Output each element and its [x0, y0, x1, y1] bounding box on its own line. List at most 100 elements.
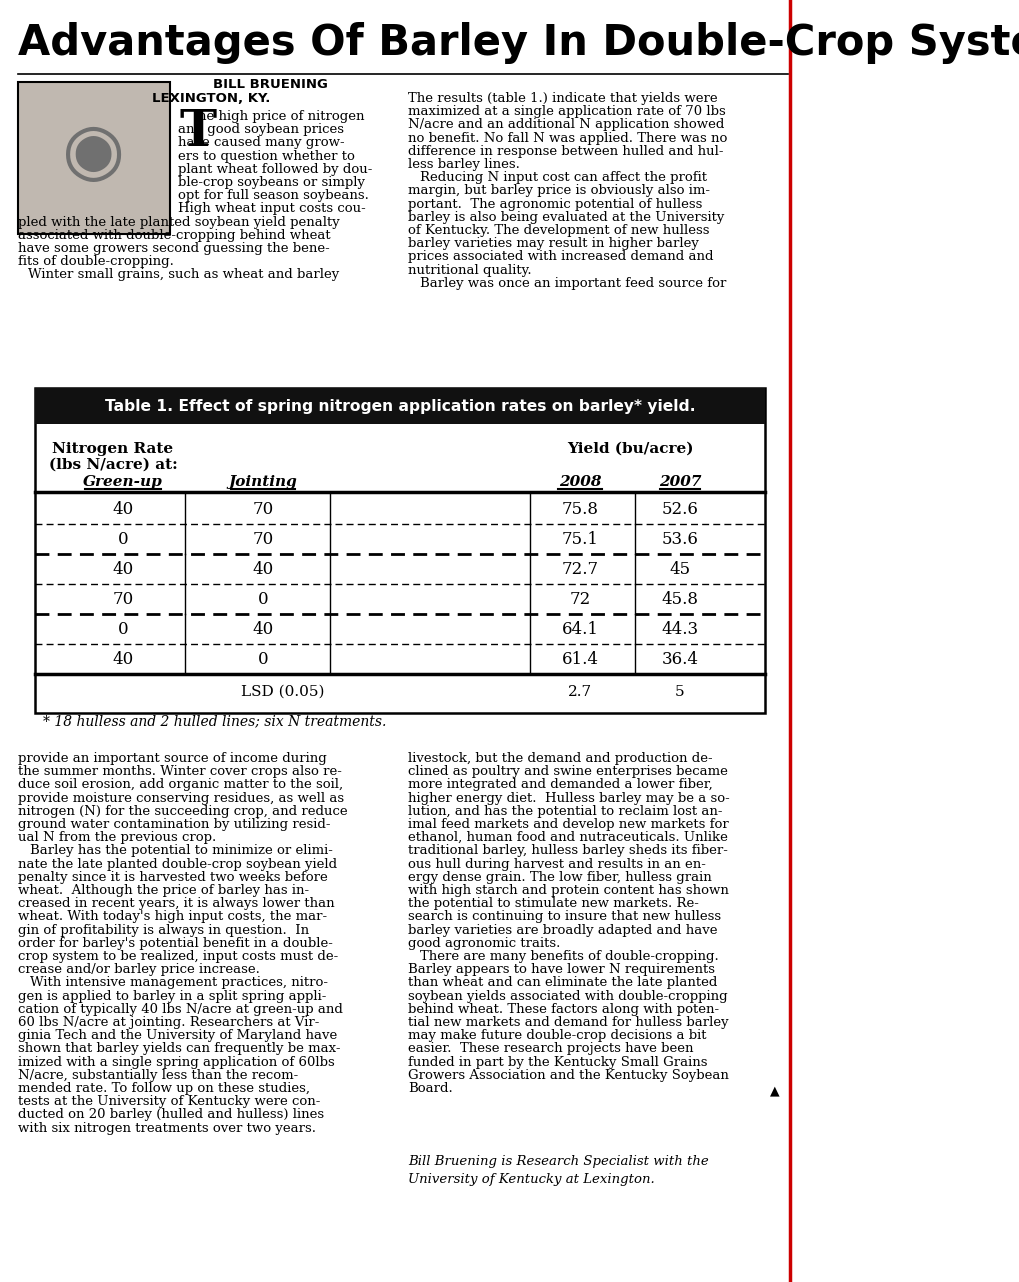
Text: LSD (0.05): LSD (0.05) [240, 685, 324, 699]
Text: ble-crop soybeans or simply: ble-crop soybeans or simply [178, 176, 365, 188]
Text: duce soil erosion, add organic matter to the soil,: duce soil erosion, add organic matter to… [18, 778, 342, 791]
Text: than wheat and can eliminate the late planted: than wheat and can eliminate the late pl… [408, 977, 716, 990]
Text: 2007: 2007 [658, 476, 701, 488]
Text: creased in recent years, it is always lower than: creased in recent years, it is always lo… [18, 897, 334, 910]
Text: imal feed markets and develop new markets for: imal feed markets and develop new market… [408, 818, 728, 831]
Text: ground water contamination by utilizing resid-: ground water contamination by utilizing … [18, 818, 330, 831]
Text: Board.: Board. [408, 1082, 452, 1095]
Text: 0: 0 [258, 591, 268, 608]
Text: portant.  The agronomic potential of hulless: portant. The agronomic potential of hull… [408, 197, 702, 210]
Text: provide moisture conserving residues, as well as: provide moisture conserving residues, as… [18, 791, 343, 805]
Text: shown that barley yields can frequently be max-: shown that barley yields can frequently … [18, 1042, 340, 1055]
Text: LEXINGTON, KY.: LEXINGTON, KY. [152, 92, 270, 105]
Text: ers to question whether to: ers to question whether to [178, 150, 355, 163]
Text: more integrated and demanded a lower fiber,: more integrated and demanded a lower fib… [408, 778, 712, 791]
Text: ous hull during harvest and results in an en-: ous hull during harvest and results in a… [408, 858, 705, 870]
Text: 2.7: 2.7 [568, 685, 591, 699]
Text: and good soybean prices: and good soybean prices [178, 123, 343, 136]
Text: 45.8: 45.8 [661, 591, 698, 608]
Text: gin of profitability is always in question.  In: gin of profitability is always in questi… [18, 923, 309, 937]
Text: N/acre, substantially less than the recom-: N/acre, substantially less than the reco… [18, 1069, 298, 1082]
Text: nate the late planted double-crop soybean yield: nate the late planted double-crop soybea… [18, 858, 337, 870]
Text: Bill Bruening is Research Specialist with the
University of Kentucky at Lexingto: Bill Bruening is Research Specialist wit… [408, 1155, 708, 1186]
Text: ◉: ◉ [62, 118, 125, 187]
Text: Advantages Of Barley In Double-Crop System: Advantages Of Barley In Double-Crop Syst… [18, 22, 1019, 64]
Text: have some growers second guessing the bene-: have some growers second guessing the be… [18, 242, 329, 255]
Text: Barley was once an important feed source for: Barley was once an important feed source… [420, 277, 726, 290]
Text: 52.6: 52.6 [661, 500, 698, 518]
Text: ginia Tech and the University of Maryland have: ginia Tech and the University of Marylan… [18, 1029, 337, 1042]
Text: 40: 40 [112, 560, 133, 577]
Text: 40: 40 [112, 500, 133, 518]
Text: Table 1. Effect of spring nitrogen application rates on barley* yield.: Table 1. Effect of spring nitrogen appli… [105, 399, 695, 414]
Text: T: T [179, 108, 217, 156]
Text: lution, and has the potential to reclaim lost an-: lution, and has the potential to reclaim… [408, 805, 721, 818]
Text: ducted on 20 barley (hulled and hulless) lines: ducted on 20 barley (hulled and hulless)… [18, 1109, 324, 1122]
Text: with six nitrogen treatments over two years.: with six nitrogen treatments over two ye… [18, 1122, 316, 1135]
Text: gen is applied to barley in a split spring appli-: gen is applied to barley in a split spri… [18, 990, 326, 1003]
Text: 0: 0 [117, 620, 128, 637]
Text: barley is also being evaluated at the University: barley is also being evaluated at the Un… [408, 210, 723, 224]
Text: associated with double-cropping behind wheat: associated with double-cropping behind w… [18, 228, 330, 242]
Bar [18, 82, 170, 235]
Text: 0: 0 [258, 650, 268, 668]
Text: 40: 40 [252, 620, 273, 637]
Text: Winter small grains, such as wheat and barley: Winter small grains, such as wheat and b… [28, 268, 339, 282]
Text: With intensive management practices, nitro-: With intensive management practices, nit… [30, 977, 328, 990]
Text: soybean yields associated with double-cropping: soybean yields associated with double-cr… [408, 990, 727, 1003]
Text: There are many benefits of double-cropping.: There are many benefits of double-croppi… [420, 950, 718, 963]
Text: have caused many grow-: have caused many grow- [178, 136, 344, 150]
Text: 70: 70 [252, 531, 273, 547]
Text: pled with the late planted soybean yield penalty: pled with the late planted soybean yield… [18, 215, 339, 228]
Text: (lbs N/acre) at:: (lbs N/acre) at: [49, 458, 177, 472]
Text: 2008: 2008 [558, 476, 600, 488]
Text: crease and/or barley price increase.: crease and/or barley price increase. [18, 963, 260, 976]
Text: 61.4: 61.4 [560, 650, 598, 668]
Text: wheat. With today's high input costs, the mar-: wheat. With today's high input costs, th… [18, 910, 327, 923]
Text: of Kentucky. The development of new hulless: of Kentucky. The development of new hull… [408, 224, 709, 237]
Text: mended rate. To follow up on these studies,: mended rate. To follow up on these studi… [18, 1082, 310, 1095]
Text: Yield (bu/acre): Yield (bu/acre) [567, 442, 693, 456]
Text: less barley lines.: less barley lines. [408, 158, 520, 171]
Text: 53.6: 53.6 [661, 531, 698, 547]
Text: 72: 72 [569, 591, 590, 608]
Text: 75.8: 75.8 [560, 500, 598, 518]
Text: ergy dense grain. The low fiber, hulless grain: ergy dense grain. The low fiber, hulless… [408, 870, 711, 883]
Text: the potential to stimulate new markets. Re-: the potential to stimulate new markets. … [408, 897, 698, 910]
Text: BILL BRUENING: BILL BRUENING [212, 78, 327, 91]
Text: Barley appears to have lower N requirements: Barley appears to have lower N requireme… [408, 963, 714, 976]
Text: nutritional quality.: nutritional quality. [408, 264, 531, 277]
Text: prices associated with increased demand and: prices associated with increased demand … [408, 250, 713, 263]
Text: N/acre and an additional N application showed: N/acre and an additional N application s… [408, 118, 723, 131]
Text: traditional barley, hulless barley sheds its fiber-: traditional barley, hulless barley sheds… [408, 845, 728, 858]
Text: barley varieties are broadly adapted and have: barley varieties are broadly adapted and… [408, 923, 716, 937]
Text: penalty since it is harvested two weeks before: penalty since it is harvested two weeks … [18, 870, 327, 883]
Text: crop system to be realized, input costs must de-: crop system to be realized, input costs … [18, 950, 338, 963]
Text: 60 lbs N/acre at jointing. Researchers at Vir-: 60 lbs N/acre at jointing. Researchers a… [18, 1017, 319, 1029]
Text: opt for full season soybeans.: opt for full season soybeans. [178, 190, 369, 203]
Text: behind wheat. These factors along with poten-: behind wheat. These factors along with p… [408, 1003, 718, 1015]
Text: 64.1: 64.1 [560, 620, 598, 637]
Text: order for barley's potential benefit in a double-: order for barley's potential benefit in … [18, 937, 332, 950]
Text: the summer months. Winter cover crops also re-: the summer months. Winter cover crops al… [18, 765, 341, 778]
Text: 45: 45 [668, 560, 690, 577]
Text: provide an important source of income during: provide an important source of income du… [18, 753, 326, 765]
Bar [35, 388, 764, 424]
Text: with high starch and protein content has shown: with high starch and protein content has… [408, 885, 729, 897]
Text: clined as poultry and swine enterprises became: clined as poultry and swine enterprises … [408, 765, 728, 778]
Text: wheat.  Although the price of barley has in-: wheat. Although the price of barley has … [18, 885, 309, 897]
Text: 72.7: 72.7 [560, 560, 598, 577]
Text: 70: 70 [112, 591, 133, 608]
Text: Green-up: Green-up [83, 476, 163, 488]
Text: Jointing: Jointing [228, 476, 298, 488]
Text: High wheat input costs cou-: High wheat input costs cou- [178, 203, 366, 215]
Bar [35, 388, 764, 713]
Text: Nitrogen Rate: Nitrogen Rate [52, 442, 173, 456]
Text: good agronomic traits.: good agronomic traits. [408, 937, 559, 950]
Text: maximized at a single application rate of 70 lbs: maximized at a single application rate o… [408, 105, 726, 118]
Text: cation of typically 40 lbs N/acre at green-up and: cation of typically 40 lbs N/acre at gre… [18, 1003, 342, 1015]
Text: 40: 40 [252, 560, 273, 577]
Text: barley varieties may result in higher barley: barley varieties may result in higher ba… [408, 237, 698, 250]
Text: margin, but barley price is obviously also im-: margin, but barley price is obviously al… [408, 185, 709, 197]
Text: Growers Association and the Kentucky Soybean: Growers Association and the Kentucky Soy… [408, 1069, 729, 1082]
